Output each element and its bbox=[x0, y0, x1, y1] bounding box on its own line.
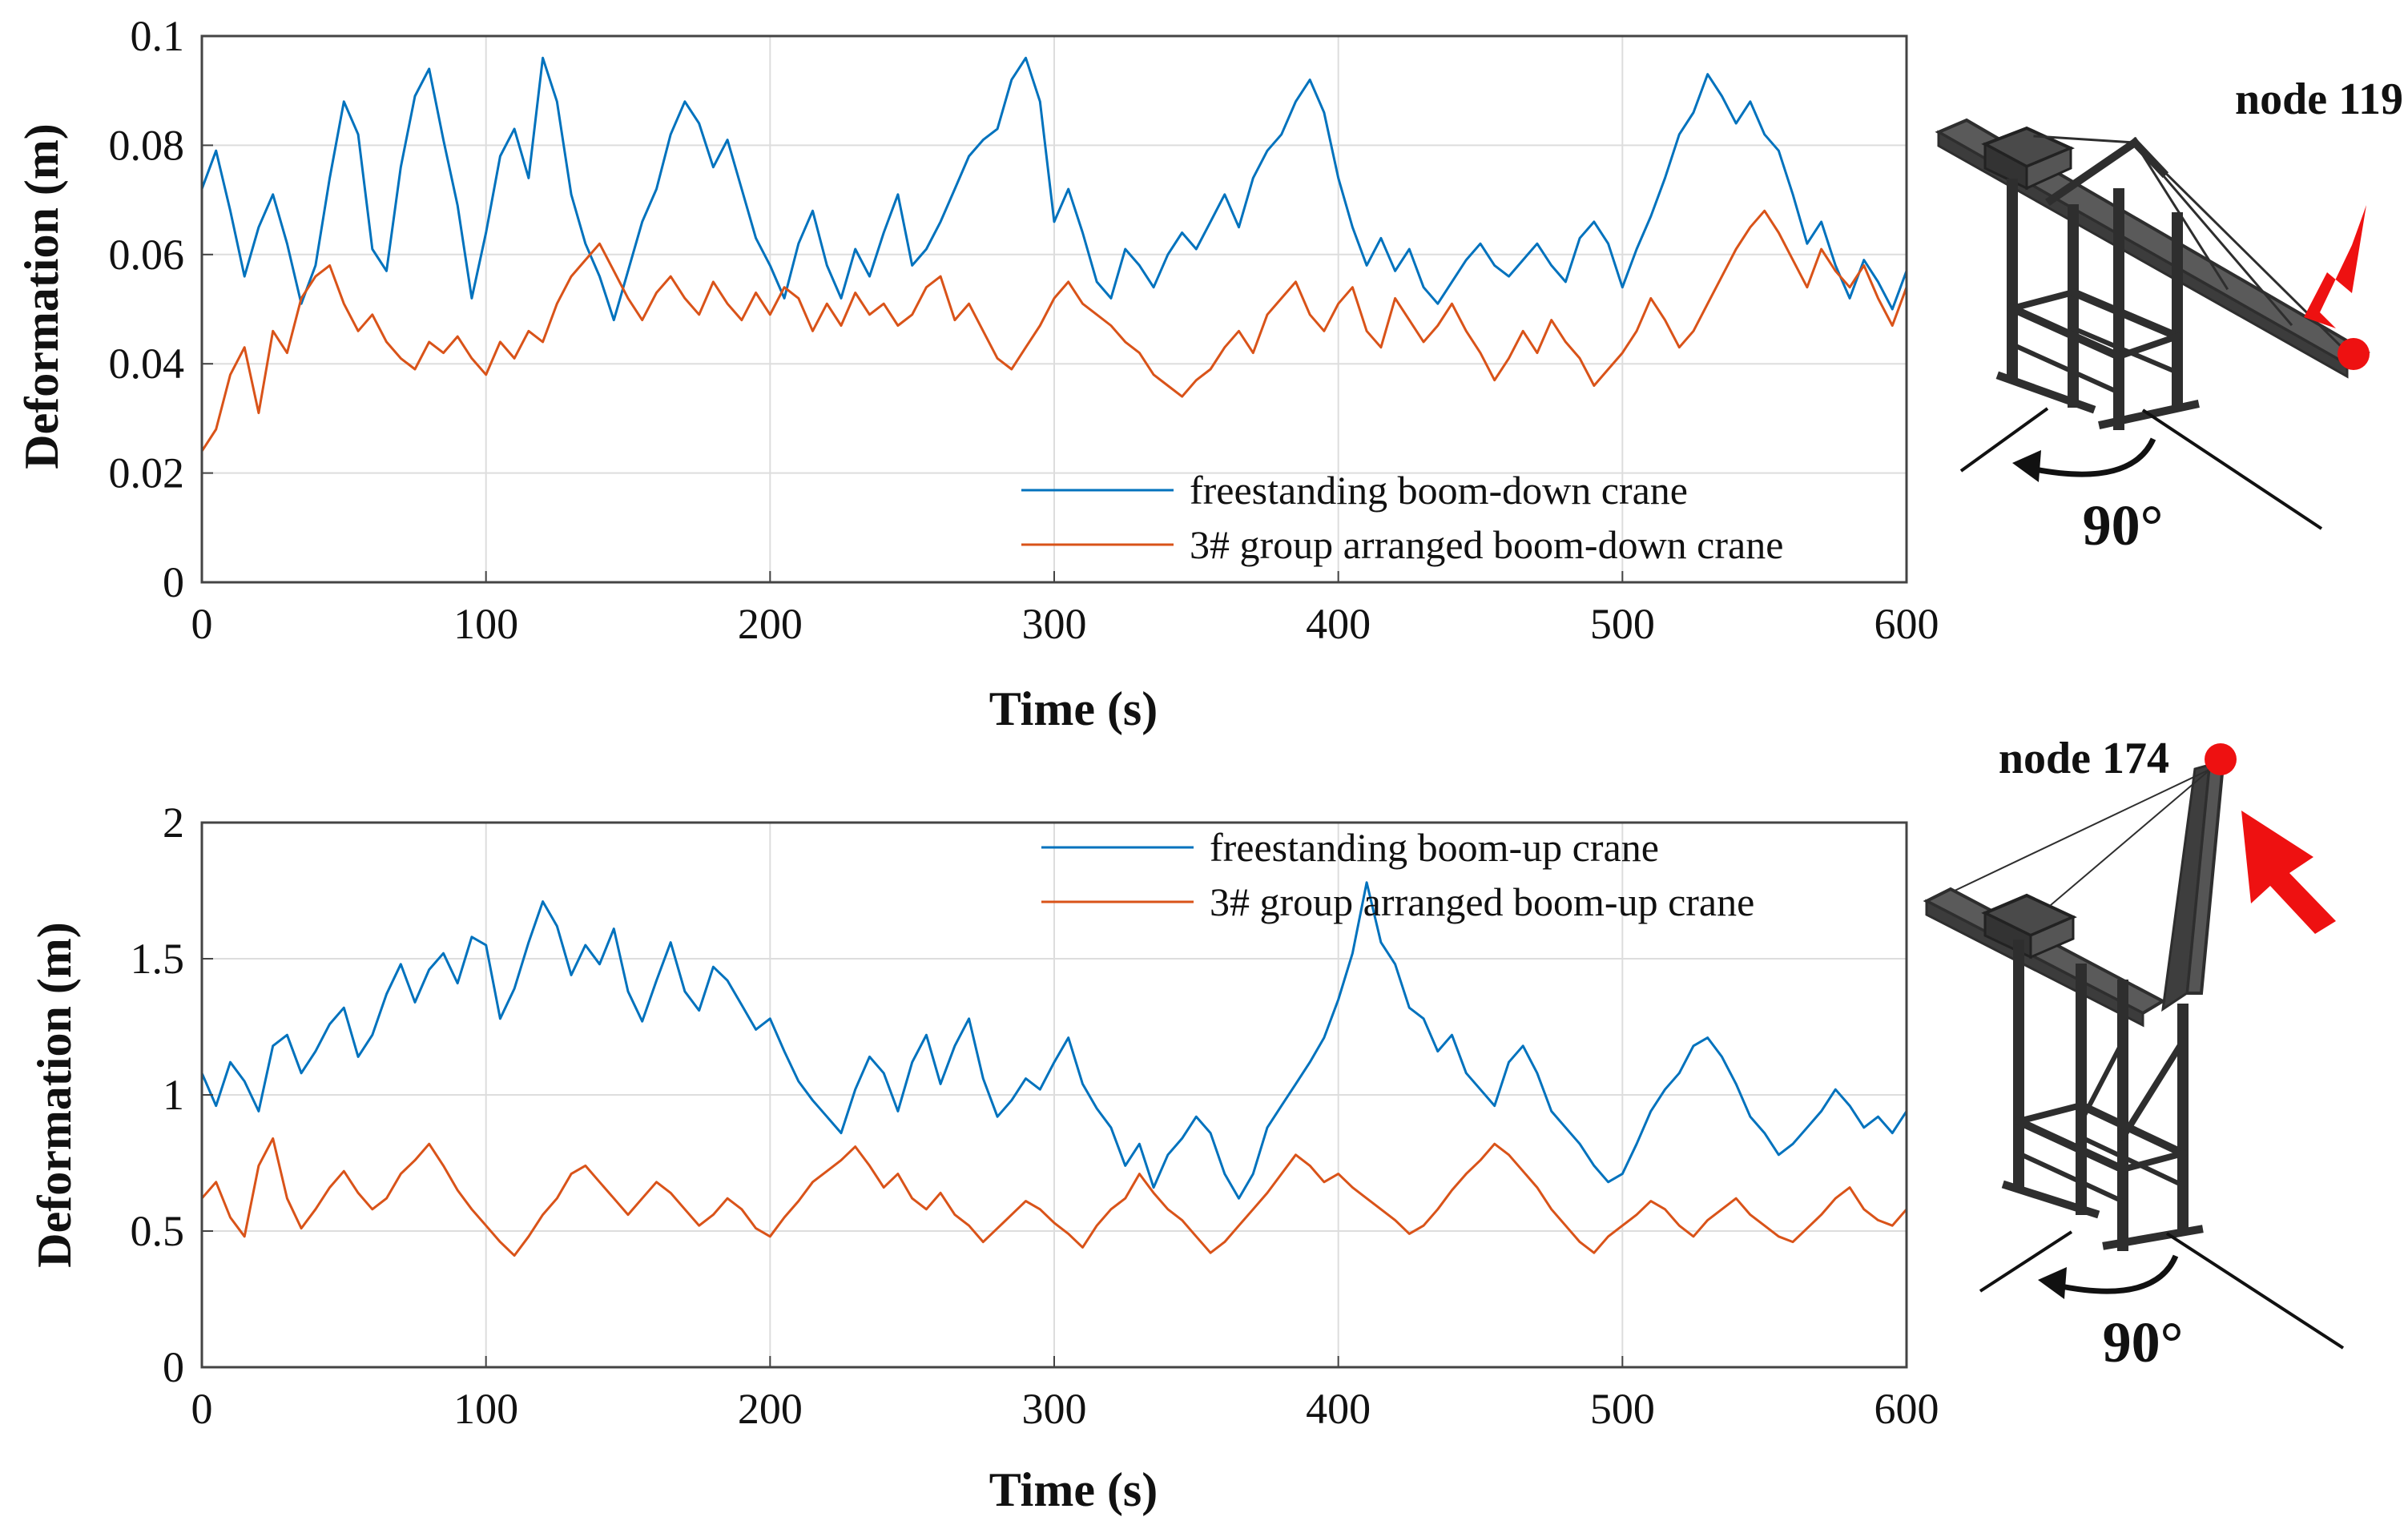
y-tick-label: 0 bbox=[163, 558, 184, 606]
x-tick-label: 600 bbox=[1874, 600, 1939, 648]
legend-label-group-boom-up: 3# group arranged boom-up crane bbox=[1210, 879, 1754, 924]
y-axis-title-top: Deformation (m) bbox=[15, 123, 68, 469]
axes-frame-bottom bbox=[200, 821, 1908, 1369]
crane-boom-down-structure bbox=[1935, 118, 2370, 430]
x-axis-title-bottom: Time (s) bbox=[989, 1463, 1158, 1516]
y-tick-label: 1 bbox=[163, 1071, 184, 1119]
x-tick-label: 400 bbox=[1306, 1385, 1371, 1433]
force-arrow-bottom bbox=[2241, 811, 2336, 934]
crane-boom-down-illustration: 90° node 119 bbox=[1935, 74, 2403, 557]
chart-bottom: 0 100 200 300 400 500 600 0 0.5 1 1.5 2 Time (s) De… bbox=[28, 799, 1939, 1516]
x-tick-label: 200 bbox=[738, 600, 803, 648]
y-tick-label: 2 bbox=[163, 799, 184, 847]
y-tick-label: 0.08 bbox=[109, 121, 185, 169]
node-marker-bottom bbox=[2205, 743, 2237, 775]
legend-label-freestanding-boom-down: freestanding boom-down crane bbox=[1190, 468, 1688, 513]
x-tick-label: 600 bbox=[1874, 1385, 1939, 1433]
y-tick-label: 0.1 bbox=[131, 12, 185, 60]
angle-label-bottom: 90° bbox=[2103, 1310, 2184, 1374]
x-tick-label: 100 bbox=[453, 600, 518, 648]
legend-bottom: freestanding boom-up crane 3# group arra… bbox=[1041, 825, 1754, 924]
rotation-arc-bottom bbox=[2056, 1254, 2179, 1294]
x-axis-title-top: Time (s) bbox=[989, 682, 1158, 735]
node-label-top: node 119 bbox=[2235, 74, 2403, 124]
y-tick-label: 0.02 bbox=[109, 449, 185, 497]
axes-bottom bbox=[200, 821, 1908, 1369]
rotation-line-left-bottom bbox=[1979, 1230, 2073, 1293]
rotation-arrowhead-top bbox=[2012, 450, 2041, 482]
y-tick-label: 0.06 bbox=[109, 231, 185, 279]
y-axis-title-bottom: Deformation (m) bbox=[28, 922, 81, 1268]
y-tick-label: 0.04 bbox=[109, 340, 185, 388]
crane-boom-up-structure bbox=[1923, 762, 2225, 1251]
tick-labels-bottom: 0 100 200 300 400 500 600 0 0.5 1 1.5 2 bbox=[131, 799, 1939, 1433]
x-tick-label: 200 bbox=[738, 1385, 803, 1433]
axes-frame-top bbox=[200, 34, 1908, 584]
x-tick-label: 0 bbox=[191, 600, 213, 648]
rotation-line-right-bottom bbox=[2165, 1232, 2345, 1350]
y-tick-label: 0 bbox=[163, 1343, 184, 1391]
rotation-arrowhead-bottom bbox=[2038, 1267, 2067, 1299]
x-tick-label: 300 bbox=[1022, 1385, 1087, 1433]
x-tick-label: 0 bbox=[191, 1385, 213, 1433]
angle-label-top: 90° bbox=[2083, 493, 2164, 557]
x-tick-label: 500 bbox=[1590, 1385, 1655, 1433]
node-marker-top bbox=[2338, 338, 2370, 370]
y-tick-label: 0.5 bbox=[131, 1207, 185, 1255]
legend-top: freestanding boom-down crane 3# group ar… bbox=[1021, 468, 1783, 567]
x-tick-label: 500 bbox=[1590, 600, 1655, 648]
legend-label-group-boom-down: 3# group arranged boom-down crane bbox=[1190, 522, 1783, 567]
rotation-arc-top bbox=[2030, 437, 2156, 477]
node-label-bottom: node 174 bbox=[1999, 734, 2169, 783]
tick-labels-top: 0 100 200 300 400 500 600 0 0.02 0.04 0.06 0.08 0.1 bbox=[109, 12, 1939, 648]
rotation-line-right-top bbox=[2141, 408, 2323, 530]
rotation-line-left-top bbox=[1959, 407, 2049, 473]
x-tick-label: 400 bbox=[1306, 600, 1371, 648]
crane-boom-up-illustration: 90° node 174 bbox=[1923, 734, 2345, 1374]
legend-label-freestanding-boom-up: freestanding boom-up crane bbox=[1210, 825, 1659, 870]
x-tick-label: 300 bbox=[1022, 600, 1087, 648]
y-tick-label: 1.5 bbox=[131, 935, 185, 983]
chart-top: 0 100 200 300 400 500 60000.020.040.060.080.1 … bbox=[15, 12, 1939, 735]
x-tick-label: 100 bbox=[453, 1385, 518, 1433]
force-arrow-top bbox=[2304, 205, 2366, 328]
axes-top bbox=[200, 34, 1908, 584]
